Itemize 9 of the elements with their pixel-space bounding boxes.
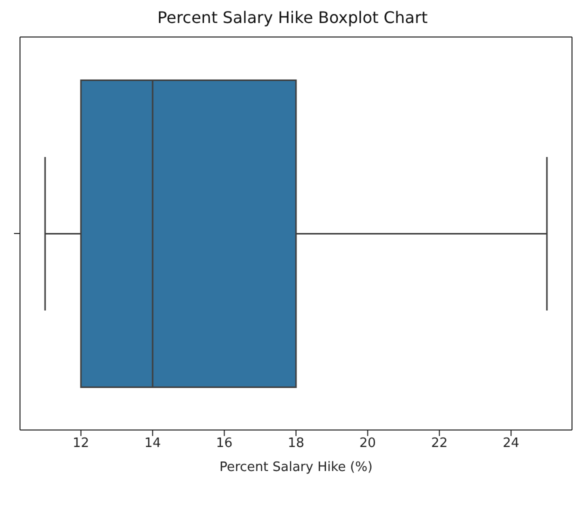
- x-tick-label: 18: [288, 436, 304, 452]
- x-tick-label: 20: [359, 436, 376, 452]
- x-tick-label: 14: [144, 436, 161, 452]
- x-tick-label: 22: [431, 436, 448, 452]
- x-tick-label: 24: [502, 436, 520, 452]
- x-tick-label: 16: [216, 436, 233, 452]
- x-axis-title: Percent Salary Hike (%): [219, 460, 373, 476]
- chart-title: Percent Salary Hike Boxplot Chart: [156, 8, 429, 29]
- x-tick-label: 12: [72, 436, 90, 452]
